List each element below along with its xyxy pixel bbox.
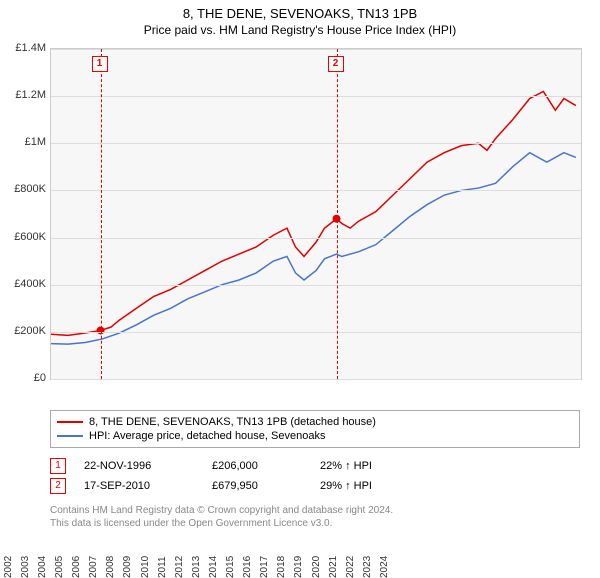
events-table: 1 22-NOV-1996 £206,000 22% ↑ HPI 2 17-SEP-201… <box>50 456 580 496</box>
gridline <box>51 379 581 380</box>
y-axis-label: £800K <box>0 183 46 195</box>
event-badge: 2 <box>50 478 66 494</box>
event-delta: 29% ↑ HPI <box>320 480 372 492</box>
legend-row: HPI: Average price, detached house, Seve… <box>57 429 573 443</box>
y-axis-label: £0 <box>0 372 46 384</box>
legend-box: 8, THE DENE, SEVENOAKS, TN13 1PB (detach… <box>50 410 580 448</box>
marker-badge: 2 <box>328 56 344 72</box>
event-badge: 1 <box>50 458 66 474</box>
legend-row: 8, THE DENE, SEVENOAKS, TN13 1PB (detach… <box>57 415 573 429</box>
event-price: £206,000 <box>212 460 302 472</box>
legend-swatch <box>57 435 83 437</box>
event-delta: 22% ↑ HPI <box>320 460 372 472</box>
event-date: 17-SEP-2010 <box>84 480 194 492</box>
y-axis-label: £600K <box>0 231 46 243</box>
y-axis-label: £1.2M <box>0 89 46 101</box>
event-price: £679,950 <box>212 480 302 492</box>
marker-line <box>101 49 102 379</box>
marker-line <box>337 49 338 379</box>
y-axis-label: £1M <box>0 136 46 148</box>
x-axis-label: 2024 <box>379 556 561 578</box>
event-row: 2 17-SEP-2010 £679,950 29% ↑ HPI <box>50 476 580 496</box>
gridline <box>51 143 581 144</box>
legend-panel: 8, THE DENE, SEVENOAKS, TN13 1PB (detach… <box>50 410 580 530</box>
gridline <box>51 96 581 97</box>
legend-swatch <box>57 421 83 423</box>
chart-title: 8, THE DENE, SEVENOAKS, TN13 1PB <box>0 0 600 21</box>
marker-badge: 1 <box>92 56 108 72</box>
gridline <box>51 238 581 239</box>
legend-label: 8, THE DENE, SEVENOAKS, TN13 1PB (detach… <box>89 416 376 428</box>
gridline <box>51 285 581 286</box>
credit-text: Contains HM Land Registry data © Crown c… <box>50 504 580 530</box>
credit-line-1: Contains HM Land Registry data © Crown c… <box>50 504 580 517</box>
gridline <box>51 49 581 50</box>
gridline <box>51 190 581 191</box>
y-axis-label: £400K <box>0 278 46 290</box>
chart-subtitle: Price paid vs. HM Land Registry's House … <box>0 21 600 41</box>
chart-svg <box>51 49 581 379</box>
event-date: 22-NOV-1996 <box>84 460 194 472</box>
legend-label: HPI: Average price, detached house, Seve… <box>89 430 325 442</box>
y-axis-label: £1.4M <box>0 42 46 54</box>
chart-area <box>50 48 582 380</box>
gridline <box>51 332 581 333</box>
y-axis-label: £200K <box>0 325 46 337</box>
credit-line-2: This data is licensed under the Open Gov… <box>50 517 580 530</box>
event-row: 1 22-NOV-1996 £206,000 22% ↑ HPI <box>50 456 580 476</box>
